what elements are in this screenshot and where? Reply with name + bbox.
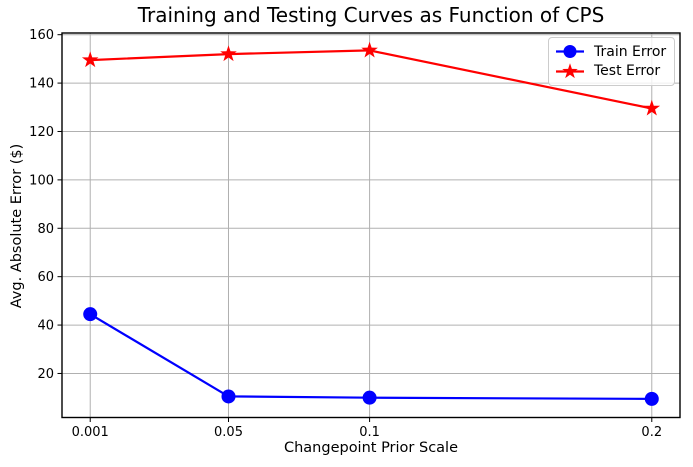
- test-error-marker: [361, 41, 378, 58]
- y-tick-label: 40: [37, 319, 54, 334]
- train-error-marker: [221, 389, 236, 404]
- x-tick-label: 0.1: [359, 425, 380, 440]
- y-axis-label: Avg. Absolute Error ($): [9, 143, 25, 309]
- y-tick-label: 100: [29, 173, 54, 188]
- test-error-marker: [81, 51, 99, 68]
- train-error-marker: [83, 307, 98, 322]
- x-tick-label: 0.2: [641, 425, 662, 440]
- x-axis-label: Changepoint Prior Scale: [283, 440, 459, 456]
- x-tick-label: 0.001: [72, 425, 109, 440]
- train-error-marker: [362, 390, 377, 405]
- x-tick-label: 0.05: [214, 425, 243, 440]
- train-error-line: [89, 313, 652, 400]
- legend: Train Error Test Error: [548, 37, 675, 86]
- test-error-line: [90, 49, 653, 110]
- legend-item-test-error: Test Error: [555, 63, 668, 80]
- chart-title: Training and Testing Curves as Function …: [137, 3, 605, 27]
- y-tick-label: 20: [37, 367, 54, 382]
- legend-label-test-error: Test Error: [594, 63, 661, 80]
- y-tick-label: 60: [37, 270, 54, 285]
- legend-label-train-error: Train Error: [594, 43, 667, 60]
- train-error-line-sample-icon: [556, 45, 584, 59]
- legend-item-train-error: Train Error: [555, 43, 668, 60]
- y-tick-label: 160: [29, 28, 54, 43]
- train-error-marker: [644, 391, 659, 406]
- test-error-line-sample-icon: [556, 63, 584, 78]
- y-tick-label: 140: [29, 77, 54, 92]
- y-tick-label: 80: [37, 222, 54, 237]
- test-error-marker: [220, 45, 237, 62]
- legend-sample-shape: [562, 63, 578, 78]
- legend-sample-shape: [563, 45, 577, 59]
- test-error-marker: [643, 99, 661, 116]
- axes-spines: [61, 32, 681, 419]
- y-tick-label: 120: [29, 125, 54, 140]
